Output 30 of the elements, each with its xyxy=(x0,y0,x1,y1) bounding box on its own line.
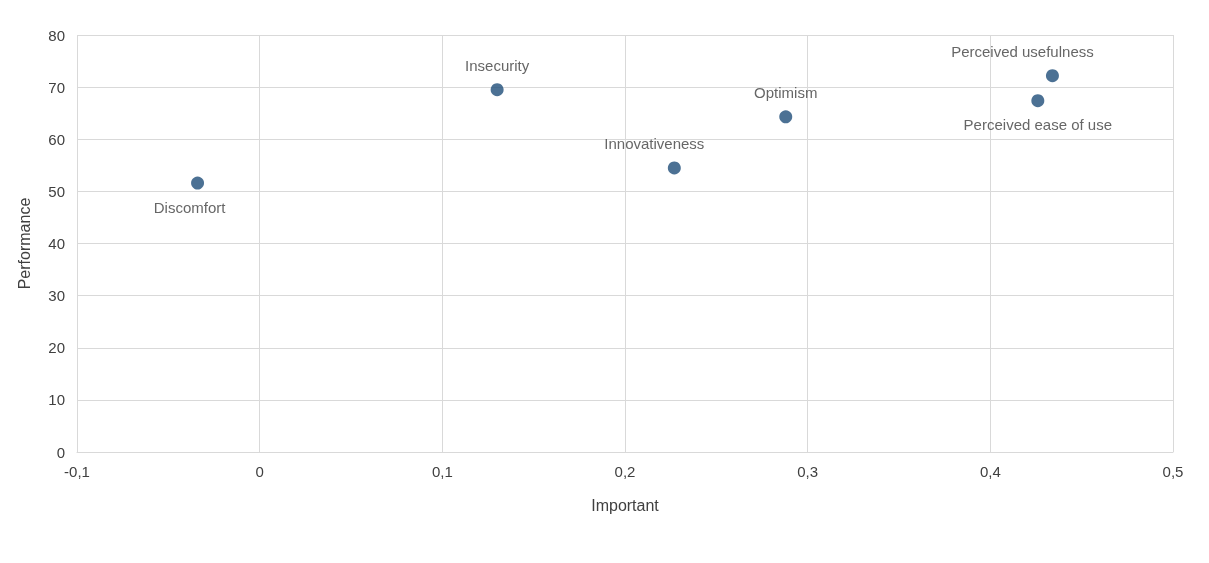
y-tick-label: 10 xyxy=(48,391,65,409)
x-tick-label: 0,4 xyxy=(979,463,1001,480)
annotation: Insecurity xyxy=(465,57,530,75)
point xyxy=(490,83,504,97)
annotation: Perceived ease of use xyxy=(963,116,1113,134)
y-tick-label: 70 xyxy=(48,78,65,96)
x-tick-label: 0 xyxy=(255,463,264,480)
x-tick-label: 0,2 xyxy=(614,463,636,480)
point xyxy=(1045,69,1059,83)
y-tick-label: 30 xyxy=(48,287,65,305)
annotation: Perceived usefulness xyxy=(951,43,1094,61)
annotation: Discomfort xyxy=(153,198,227,216)
point xyxy=(779,110,793,124)
annotation: Optimism xyxy=(754,84,818,102)
x-tick-label: 0,3 xyxy=(797,463,819,480)
point xyxy=(667,161,681,175)
y-tick-label: 60 xyxy=(48,130,65,148)
x-tick-label: 0,5 xyxy=(1162,463,1184,480)
annotation: Innovativeness xyxy=(604,135,705,153)
y-tick-label: 50 xyxy=(48,182,65,200)
x-tick-label: 0,1 xyxy=(431,463,453,480)
x-tick-label: -0,1 xyxy=(64,463,90,480)
y-tick-label: 40 xyxy=(48,235,65,252)
x-axis-title: Important xyxy=(591,496,660,514)
y-tick-label: 80 xyxy=(48,26,65,44)
y-axis-title: Performance xyxy=(15,197,33,290)
point xyxy=(1031,94,1045,108)
point xyxy=(191,176,205,190)
y-tick-label: 20 xyxy=(48,339,65,357)
y-tick-label: 0 xyxy=(56,443,65,461)
